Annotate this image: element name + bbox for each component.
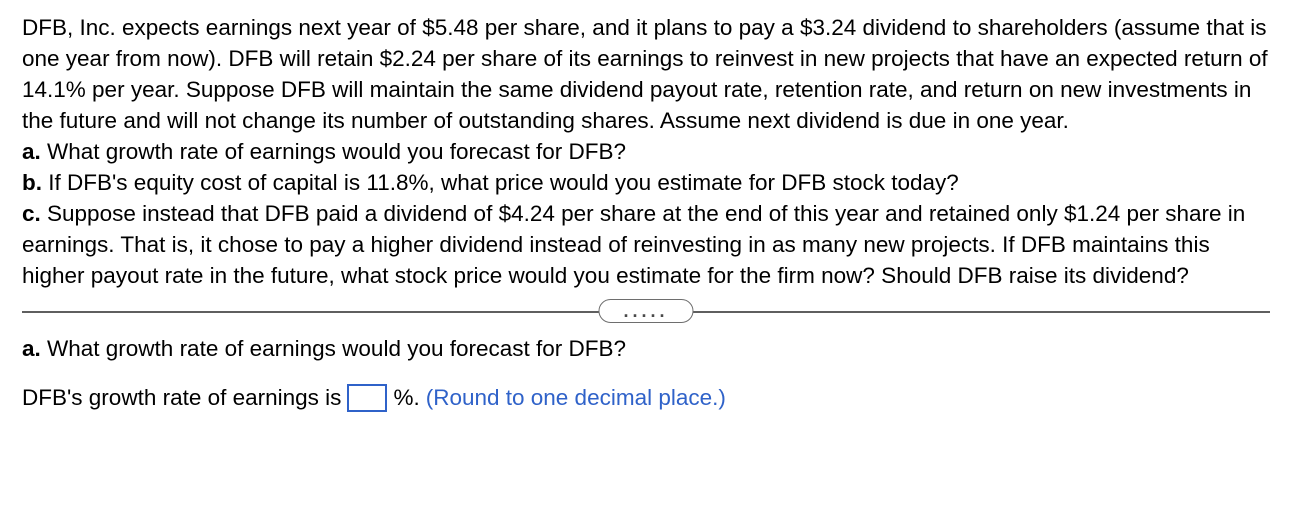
- answer-unit: %.: [393, 382, 419, 413]
- rounding-hint: (Round to one decimal place.): [426, 382, 726, 413]
- section-divider: .....: [22, 295, 1270, 327]
- part-c-label: c.: [22, 201, 41, 226]
- answer-q-label: a.: [22, 336, 41, 361]
- growth-rate-input[interactable]: [347, 384, 387, 412]
- problem-text: DFB, Inc. expects earnings next year of …: [22, 12, 1270, 291]
- part-c-text: Suppose instead that DFB paid a dividend…: [22, 201, 1245, 288]
- answer-question: a. What growth rate of earnings would yo…: [22, 333, 1270, 364]
- part-b-label: b.: [22, 170, 42, 195]
- problem-intro: DFB, Inc. expects earnings next year of …: [22, 15, 1268, 133]
- answer-stem: DFB's growth rate of earnings is: [22, 382, 341, 413]
- part-a-text: What growth rate of earnings would you f…: [41, 139, 626, 164]
- part-b-text: If DFB's equity cost of capital is 11.8%…: [42, 170, 959, 195]
- problem-container: DFB, Inc. expects earnings next year of …: [0, 0, 1292, 434]
- answer-q-text: What growth rate of earnings would you f…: [41, 336, 626, 361]
- answer-section: a. What growth rate of earnings would yo…: [22, 333, 1270, 413]
- expand-pill[interactable]: .....: [598, 299, 693, 323]
- part-a-label: a.: [22, 139, 41, 164]
- answer-line: DFB's growth rate of earnings is %. (Rou…: [22, 382, 1270, 413]
